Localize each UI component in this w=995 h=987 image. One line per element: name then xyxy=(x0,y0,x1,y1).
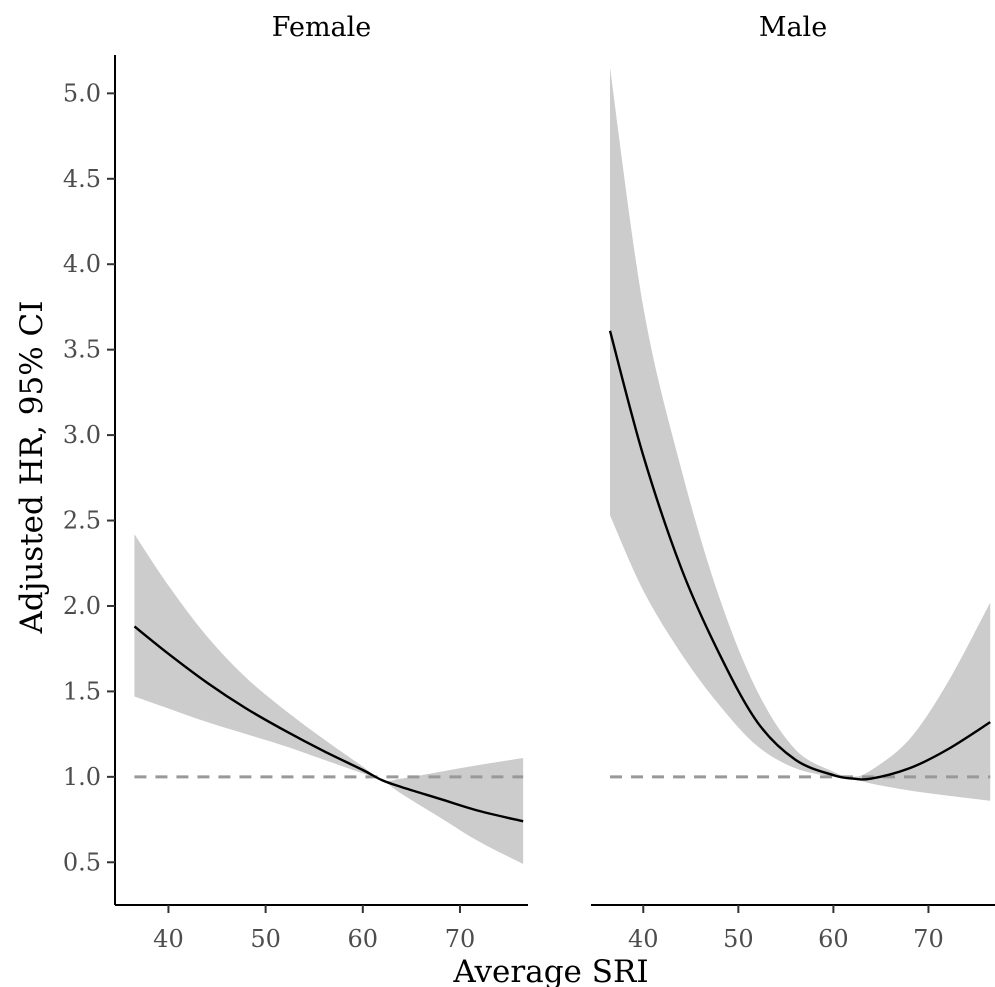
text-layer: 40 50 60 70 Female 40 50 60 70 Male 0.5 1.0 1.5 2.0 2.… xyxy=(63,12,944,953)
x-axis-title: Average SRI xyxy=(452,954,648,987)
x-tick-label: 50 xyxy=(250,925,281,953)
x-tick-label: 60 xyxy=(818,925,849,953)
x-tick-label: 40 xyxy=(628,925,659,953)
ribbon-layer xyxy=(134,67,991,864)
y-tick-label: 1.0 xyxy=(63,763,101,791)
ci-ribbon-male xyxy=(610,67,991,801)
y-tick-label: 5.0 xyxy=(63,79,101,107)
y-tick-label: 4.5 xyxy=(63,165,101,193)
axes-layer xyxy=(107,55,995,913)
ci-ribbon-female xyxy=(134,534,524,864)
y-tick-label: 3.0 xyxy=(63,421,101,449)
x-tick-label: 70 xyxy=(445,925,476,953)
panel-title-male: Male xyxy=(759,12,827,43)
y-tick-label: 3.5 xyxy=(63,336,101,364)
panel-title-female: Female xyxy=(272,12,372,43)
x-tick-label: 50 xyxy=(723,925,754,953)
hr-line-female xyxy=(133,625,524,823)
y-tick-label: 4.0 xyxy=(63,250,101,278)
hr-line-male xyxy=(608,330,991,781)
y-tick-label: 1.5 xyxy=(63,677,101,705)
y-tick-label: 2.5 xyxy=(63,507,101,535)
y-tick-label: 0.5 xyxy=(63,848,101,876)
x-tick-label: 70 xyxy=(913,925,944,953)
line-layer xyxy=(133,330,991,823)
y-tick-label: 2.0 xyxy=(63,592,101,620)
x-tick-label: 60 xyxy=(348,925,379,953)
y-axis-title: Adjusted HR, 95% CI xyxy=(14,300,50,634)
x-tick-label: 40 xyxy=(153,925,184,953)
